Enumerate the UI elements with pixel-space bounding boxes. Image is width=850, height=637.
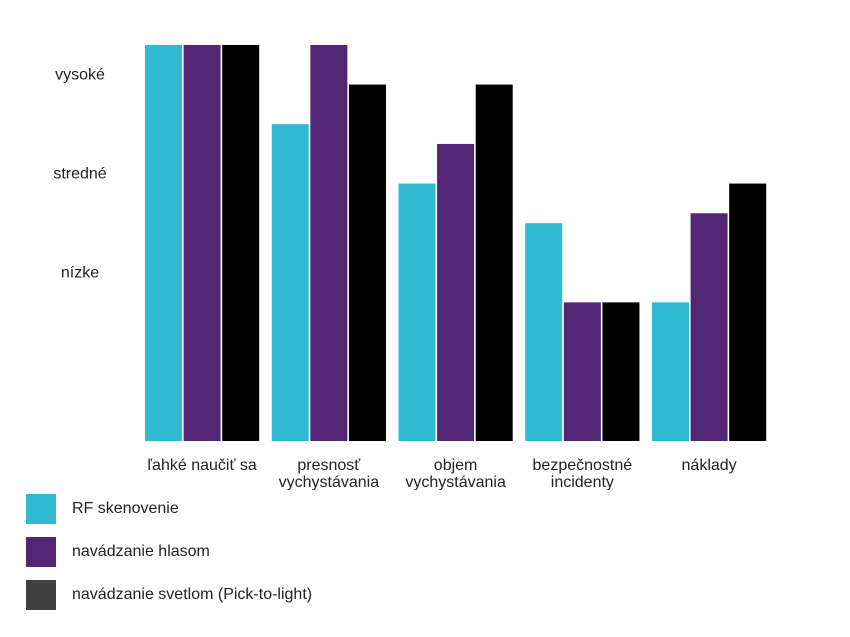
x-tick-label: bezpečnostnéincidentyzamestnancov [531,457,634,490]
bar-chart: nízke stredné vysoké ľahké naučiť sa presno… [53,44,767,490]
bar [271,124,309,441]
legend-swatch [26,494,56,524]
legend-swatch [26,580,56,610]
legend-label: navádzanie hlasom [72,543,210,560]
bar [690,213,728,441]
y-tick-label: vysoké [55,67,105,84]
bar [348,84,386,442]
bar [729,183,767,441]
x-tick-label: ľahké naučiť sa [147,457,257,474]
x-tick-label: presnosť vychystávania [279,457,380,490]
bar [437,143,475,442]
x-axis: ľahké naučiť sa presnosť vychystávania obje… [147,457,736,490]
bar [183,44,221,441]
bar [563,302,601,441]
legend-swatch [26,537,56,567]
legend-label: RF skenovenie [72,500,179,517]
bar [398,183,436,441]
y-tick-label: stredné [53,166,106,183]
bar [310,44,348,441]
bar [145,44,182,441]
bar [652,302,689,441]
bar [475,84,513,442]
bar [602,302,640,441]
legend-label: navádzanie svetlom (Pick-to-light) [72,586,313,603]
bar [525,223,563,441]
legend: RF skenovenie navádzanie hlasom navádzan… [26,494,312,623]
bars [145,44,767,442]
y-tick-label: nízke [61,265,99,282]
y-axis: nízke stredné vysoké [53,67,106,282]
x-tick-label: objem vychystávania [405,457,506,490]
bar [222,44,260,441]
x-tick-label: náklady [682,457,737,474]
legend-item-pick-to-light: navádzanie svetlom (Pick-to-light) [26,580,312,610]
legend-item-rf-scanning: RF skenovenie [26,494,312,524]
legend-item-voice-picking: navádzanie hlasom [26,537,312,567]
